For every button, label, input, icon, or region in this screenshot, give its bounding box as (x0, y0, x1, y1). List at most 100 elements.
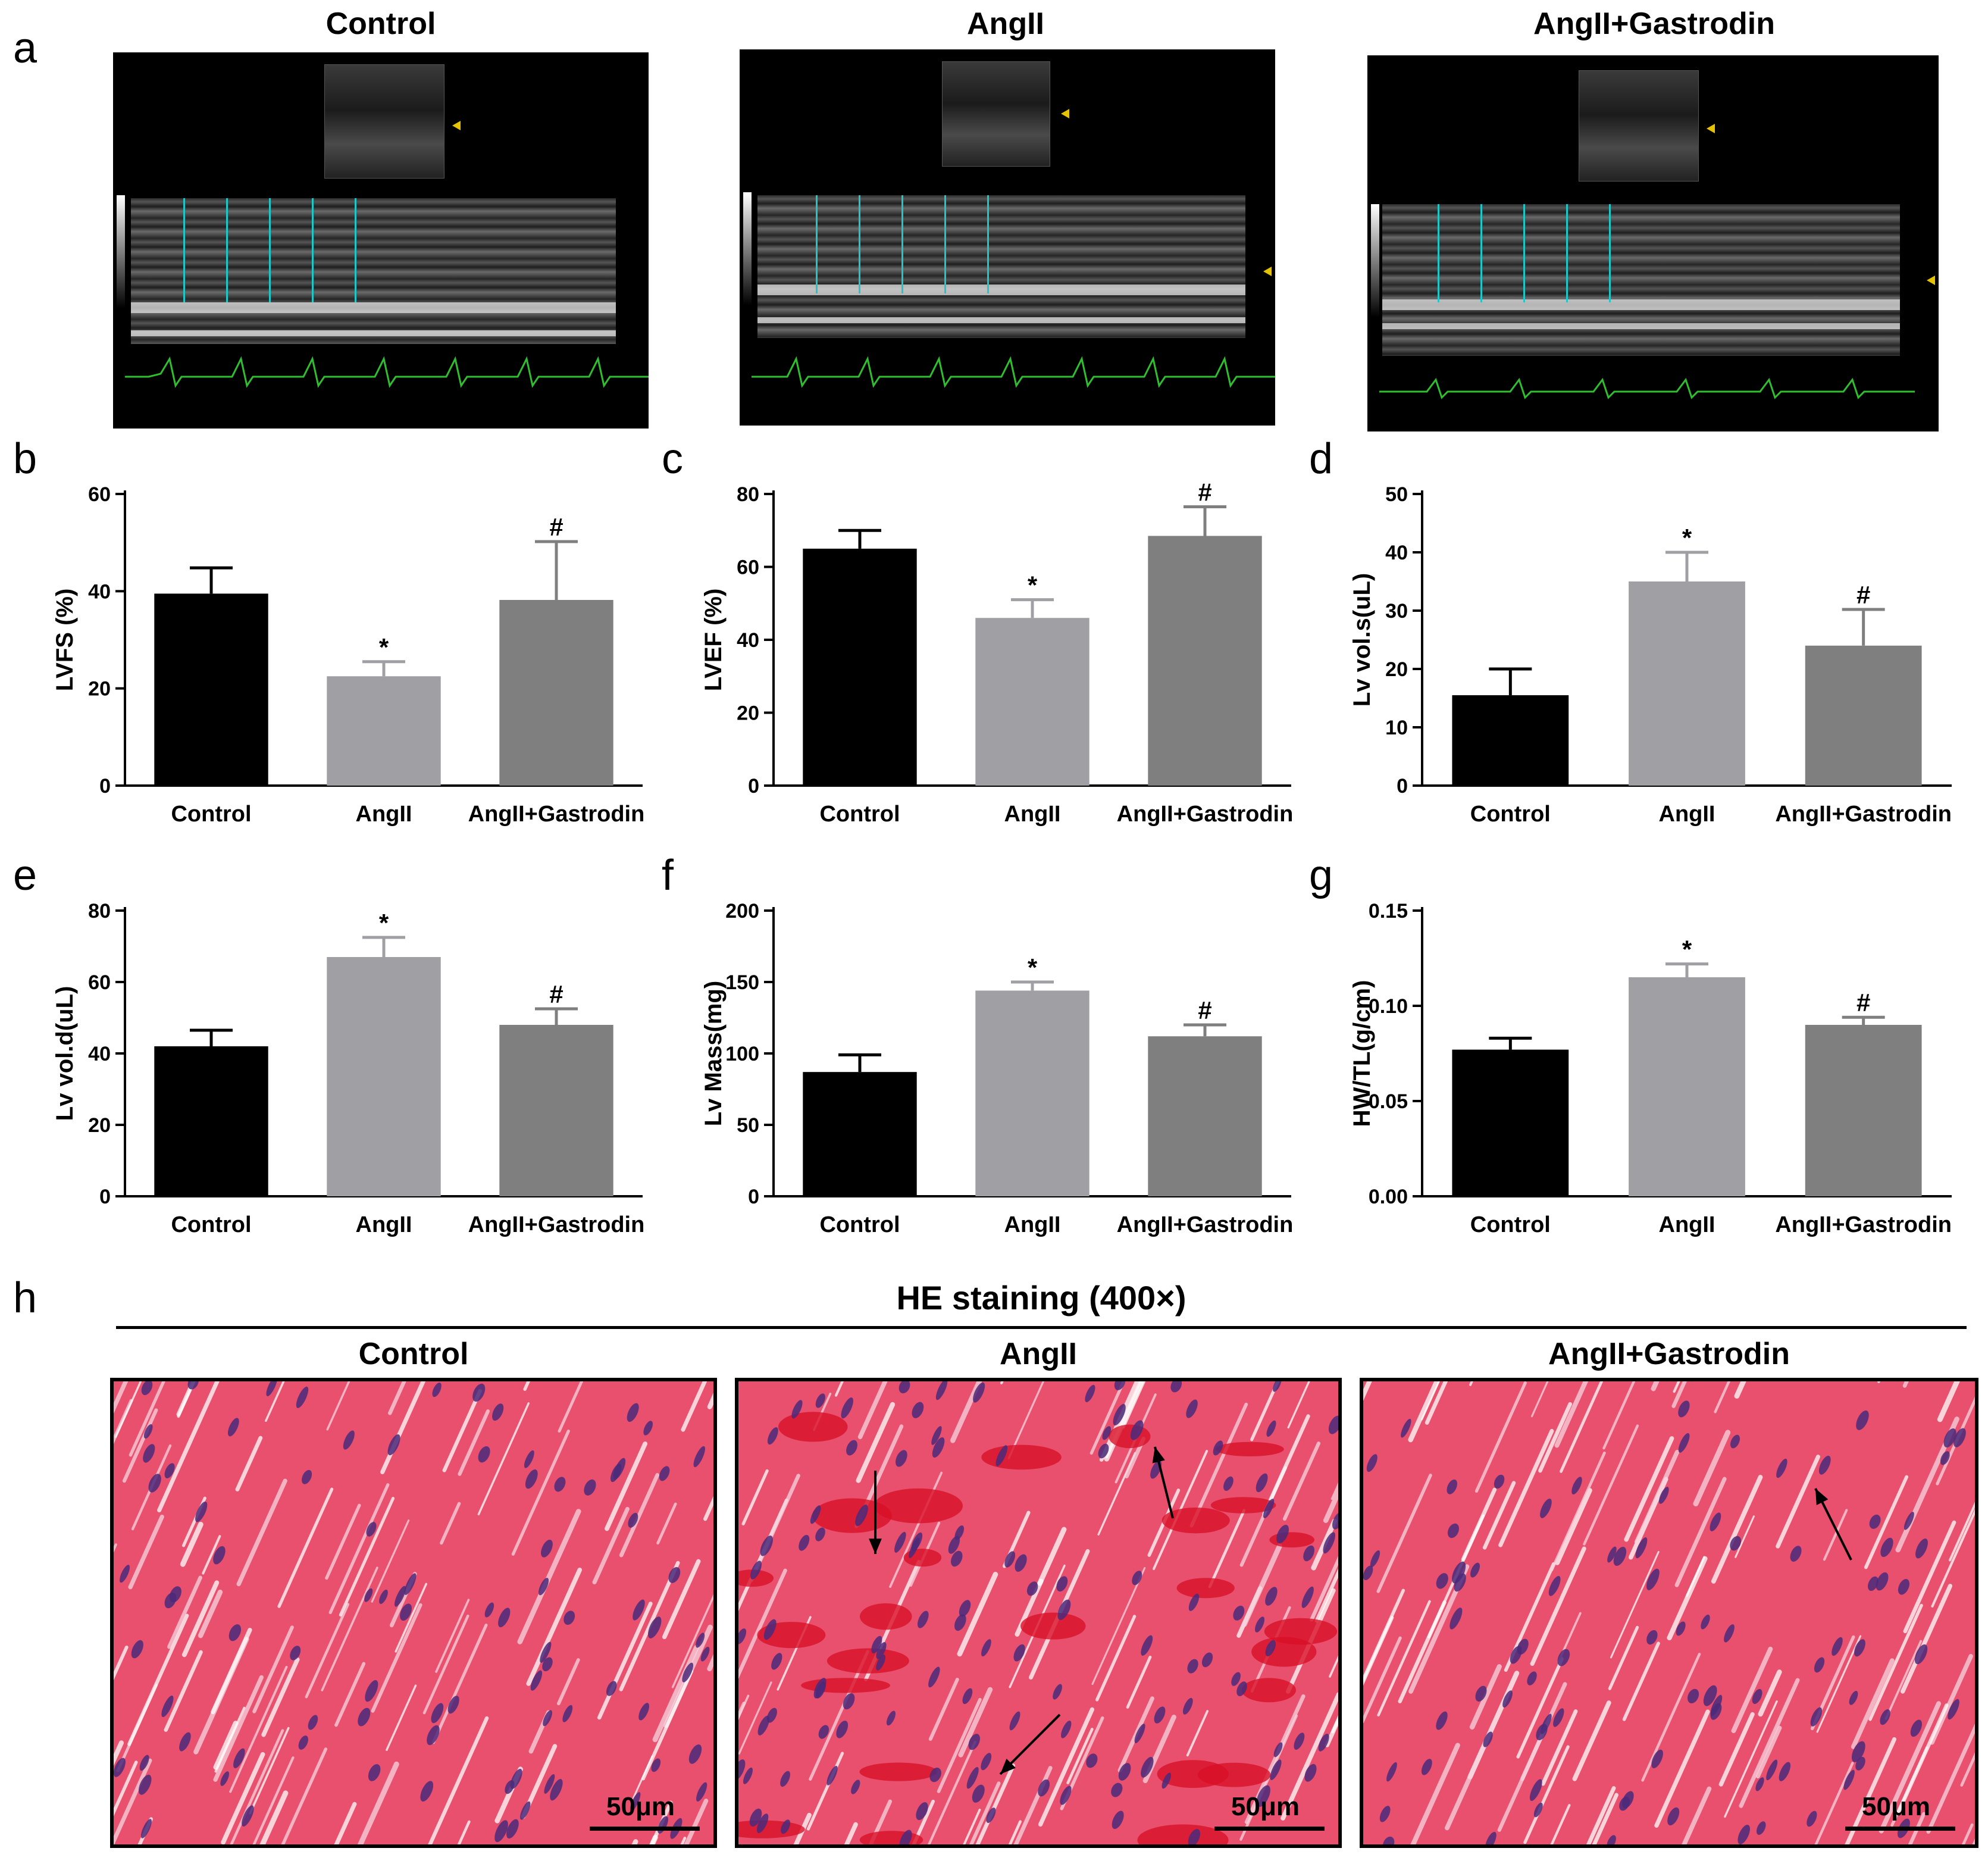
fiber-gap (157, 1381, 220, 1513)
x-tick-label: AngII+Gastrodin (1775, 1212, 1952, 1237)
nucleus (1755, 1777, 1764, 1791)
nucleus (1607, 1835, 1616, 1844)
nucleus (1276, 1524, 1289, 1544)
nucleus (851, 1780, 860, 1794)
nucleus (1294, 1733, 1305, 1750)
nucleus (242, 1805, 254, 1827)
nucleus (781, 1819, 791, 1834)
scale-bar (1214, 1827, 1325, 1831)
fiber-gap (738, 1681, 772, 1755)
fiber-gap (164, 1650, 203, 1732)
nucleus (1141, 1635, 1153, 1656)
nucleus (791, 1400, 803, 1419)
chart-f: Lv Mass(mg) 0 50 100 150 200 Control * AngII # Ang… (700, 900, 1293, 1237)
fiber-gap (1363, 1636, 1402, 1724)
fiber-gap (1586, 1786, 1616, 1844)
x-tick-label: Control (1470, 802, 1551, 827)
fiber-gap (1674, 1477, 1727, 1587)
nucleus (494, 1820, 508, 1843)
fiber-gap (969, 1781, 1001, 1844)
nucleus (1328, 1415, 1338, 1434)
nucleus (954, 1525, 965, 1540)
fiber-gap (937, 1697, 982, 1793)
fiber-gap (741, 1469, 769, 1526)
fiber-gap (1960, 1752, 1975, 1787)
echo-title-control: Control (325, 7, 436, 41)
hemorrhage-spot (859, 1762, 937, 1781)
hemorrhage-spot (981, 1444, 1062, 1470)
fiber-gap (1641, 1653, 1701, 1782)
nucleus (682, 1662, 694, 1683)
nucleus (750, 1561, 762, 1580)
nucleus (139, 1755, 149, 1771)
fiber-gap (1530, 1546, 1586, 1666)
nucleus (343, 1430, 355, 1450)
chart-g: HW/TL(g/cm) 0.00 0.05 0.10 0.15 Control * AngII… (1349, 900, 1952, 1237)
fiber-gap (435, 1599, 470, 1673)
fiber-gap (1314, 1568, 1338, 1623)
nucleus (815, 1527, 825, 1541)
nucleus (1085, 1384, 1095, 1402)
nucleus (1009, 1711, 1020, 1731)
significance-mark: * (379, 909, 389, 937)
y-axis-label: LVEF (%) (700, 589, 727, 692)
scale-label: 50μm (1231, 1792, 1300, 1821)
fiber-gap (1325, 1715, 1338, 1747)
fiber-gap (1555, 1488, 1592, 1565)
nucleus (1818, 1455, 1831, 1475)
fiber-gap (128, 1514, 164, 1590)
fiber-gap (1948, 1502, 1975, 1562)
nucleus (1130, 1420, 1144, 1440)
nucleus (1301, 1586, 1314, 1608)
x-tick-label: AngII (356, 802, 412, 827)
x-tick-label: Control (819, 802, 900, 827)
fiber-gap (1095, 1615, 1137, 1702)
fiber-gap (1037, 1527, 1067, 1586)
echo-title-angii: AngII (967, 7, 1044, 41)
nucleus (1730, 1434, 1740, 1449)
fiber-gap (1823, 1509, 1848, 1561)
nucleus (227, 1418, 239, 1437)
nucleus (365, 1680, 378, 1702)
nucleus (1382, 1836, 1395, 1844)
fiber-gap (1262, 1414, 1310, 1516)
nucleus (1255, 1616, 1265, 1633)
y-tick-label: 40 (88, 580, 111, 603)
hemorrhage-spot (738, 1569, 774, 1587)
y-axis-label: Lv Mass(mg) (700, 981, 727, 1127)
chart-c: LVEF (%) 0 20 40 60 80 Control * AngII # AngII+Gas… (700, 478, 1293, 827)
fiber-gap (127, 1613, 189, 1746)
nucleus (1756, 1821, 1766, 1835)
fiber-gap (1376, 1474, 1432, 1593)
nucleus (1701, 1614, 1710, 1630)
bar-gastrodin (499, 1025, 613, 1196)
y-tick-label: 40 (737, 629, 759, 652)
fiber-gap (1408, 1381, 1440, 1443)
fiber-gap (1864, 1475, 1909, 1569)
nucleus (164, 1592, 177, 1609)
fiber-gap (1714, 1381, 1731, 1414)
fiber-gap (1099, 1381, 1139, 1462)
nucleus (756, 1813, 769, 1834)
fiber-gap (1287, 1381, 1310, 1429)
fiber-gap (334, 1662, 366, 1727)
scale-bar (1845, 1827, 1955, 1831)
fiber-gap (1323, 1486, 1338, 1523)
bar-control (803, 548, 917, 786)
nucleus (164, 1463, 175, 1478)
fiber-gap (950, 1381, 982, 1443)
fiber-gap (1908, 1812, 1926, 1844)
nucleus (432, 1383, 442, 1397)
nucleus (668, 1567, 681, 1583)
chart-d: Lv vol.s(uL) 0 10 20 30 40 50 Control * AngII # Ang… (1349, 483, 1952, 827)
nucleus (1832, 1637, 1843, 1656)
nucleus (929, 1767, 941, 1783)
fiber-gap (1961, 1823, 1974, 1844)
nucleus (1737, 1824, 1750, 1844)
arrow-head (869, 1538, 882, 1554)
nucleus (213, 1546, 226, 1565)
significance-mark: * (1682, 524, 1692, 552)
fiber-gap (259, 1790, 289, 1844)
nucleus (143, 1444, 155, 1463)
fiber-gap (428, 1716, 489, 1844)
